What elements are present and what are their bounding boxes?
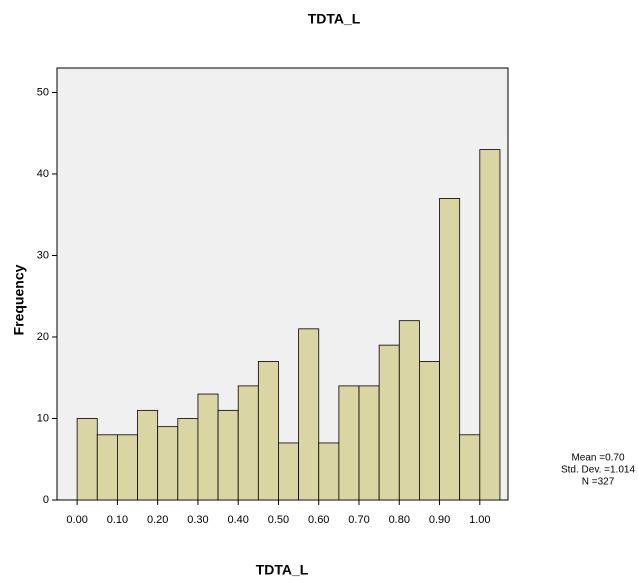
bar xyxy=(460,435,480,500)
x-tick-label: 0.90 xyxy=(429,514,450,526)
bar xyxy=(218,410,238,500)
bar xyxy=(359,386,379,500)
x-tick-label: 0.70 xyxy=(348,514,369,526)
x-tick-label: 0.60 xyxy=(308,514,329,526)
bar xyxy=(178,418,198,500)
bar xyxy=(238,386,258,500)
bar xyxy=(299,329,319,500)
bar xyxy=(480,150,500,500)
x-tick-label: 0.50 xyxy=(268,514,289,526)
stats-annotation: N =327 xyxy=(582,477,615,488)
y-tick-label: 30 xyxy=(37,249,49,261)
bar xyxy=(399,321,419,500)
x-tick-label: 1.00 xyxy=(469,514,490,526)
x-tick-label: 0.40 xyxy=(227,514,248,526)
x-tick-label: 0.20 xyxy=(147,514,168,526)
x-axis-label: TDTA_L xyxy=(256,562,309,578)
stats-annotation: Std. Dev. =1.014 xyxy=(561,465,635,476)
x-tick-label: 0.80 xyxy=(389,514,410,526)
bar xyxy=(339,386,359,500)
chart-title: TDTA_L xyxy=(308,11,361,27)
bar xyxy=(117,435,137,500)
bar xyxy=(379,345,399,500)
bar xyxy=(419,361,439,500)
bar xyxy=(440,198,460,500)
bar xyxy=(138,410,158,500)
y-tick-label: 40 xyxy=(37,168,49,180)
x-tick-label: 0.10 xyxy=(107,514,128,526)
bar xyxy=(158,427,178,500)
bar xyxy=(258,361,278,500)
bar xyxy=(97,435,117,500)
bar xyxy=(77,418,97,500)
y-tick-label: 10 xyxy=(37,412,49,424)
x-tick-label: 0.00 xyxy=(66,514,87,526)
y-tick-label: 20 xyxy=(37,331,49,343)
bar xyxy=(278,443,298,500)
x-tick-label: 0.30 xyxy=(187,514,208,526)
y-tick-label: 0 xyxy=(43,494,49,506)
y-tick-label: 50 xyxy=(37,86,49,98)
y-axis-label: Frequency xyxy=(11,264,27,335)
stats-annotation: Mean =0.70 xyxy=(571,453,625,464)
chart: TDTA_L TDTA_L Frequency 0 10 20 30 40 50 0.00 0… xyxy=(0,0,638,585)
bar xyxy=(319,443,339,500)
bar xyxy=(198,394,218,500)
